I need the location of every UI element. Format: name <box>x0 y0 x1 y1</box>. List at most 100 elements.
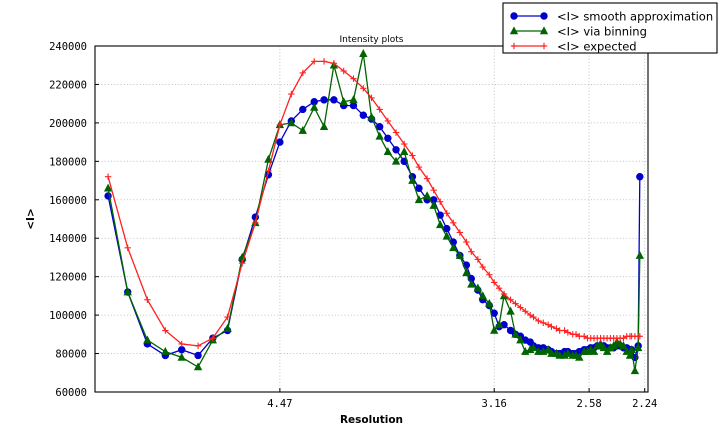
legend-label: <I> smooth approximation <box>557 10 713 24</box>
data-point-marker <box>178 346 186 354</box>
data-point-marker <box>516 335 525 344</box>
data-point-marker <box>490 325 499 334</box>
data-point-marker <box>575 352 584 361</box>
data-point-marker <box>143 335 152 344</box>
data-point-marker <box>506 326 515 335</box>
axes-frame <box>94 45 649 393</box>
data-point-marker <box>636 173 644 181</box>
data-point-marker <box>609 341 618 350</box>
legend-entry-2[interactable]: <I> expected <box>510 40 637 54</box>
data-point-marker <box>602 346 612 355</box>
x-tick-label: 2.24 <box>632 398 657 410</box>
y-tick-label: 200000 <box>49 118 87 130</box>
data-point-marker <box>429 200 438 209</box>
y-tick-label: 240000 <box>49 41 87 53</box>
y-axis-label: <I> <box>25 208 37 230</box>
y-tick-label: 140000 <box>49 233 87 245</box>
y-tick-label: 120000 <box>49 272 87 284</box>
data-point-marker <box>383 147 393 156</box>
data-point-marker <box>384 134 392 142</box>
series-line <box>107 60 640 347</box>
series-line <box>107 99 641 360</box>
plot-frame <box>94 45 649 393</box>
x-tick-label: 2.58 <box>576 398 601 410</box>
data-point-marker <box>264 154 273 163</box>
x-axis-label: Resolution <box>340 414 403 426</box>
y-tick-label: 100000 <box>49 310 87 322</box>
data-point-marker <box>634 343 643 352</box>
data-point-marker <box>177 352 186 361</box>
data-point-marker <box>375 131 384 140</box>
data-point-marker <box>599 343 609 352</box>
data-point-marker <box>319 122 329 131</box>
data-point-marker <box>287 118 296 127</box>
data-point-marker <box>223 323 232 332</box>
data-point-marker <box>408 175 417 184</box>
data-point-marker <box>449 243 458 252</box>
series-1 <box>103 49 644 375</box>
x-tick-label: 4.47 <box>267 398 292 410</box>
axis-labels: Intensity plots Resolution <I> <box>25 35 404 426</box>
series-0 <box>104 96 644 362</box>
data-point-marker <box>563 348 573 357</box>
data-point-marker <box>462 268 471 277</box>
data-point-marker <box>506 306 515 315</box>
legend-box <box>502 2 718 54</box>
data-point-marker <box>194 351 202 360</box>
data-point-marker <box>478 291 487 300</box>
legend-label: <I> expected <box>557 40 637 54</box>
legend-entry-0[interactable]: <I> smooth approximation <box>510 10 714 24</box>
data-point-marker <box>400 147 409 156</box>
data-point-marker <box>635 250 644 259</box>
data-point-marker <box>625 350 635 359</box>
data-point-marker <box>392 146 400 154</box>
data-point-marker <box>330 96 338 104</box>
legend-marker-sample <box>509 26 519 35</box>
data-point-marker <box>494 320 504 329</box>
data-point-marker <box>596 339 605 348</box>
data-point-marker <box>436 220 445 229</box>
chart-title: Intensity plots <box>340 35 404 45</box>
data-point-marker <box>467 279 476 288</box>
y-tick-label: 60000 <box>55 387 87 399</box>
series-2 <box>104 58 644 350</box>
data-point-marker <box>161 346 170 355</box>
y-tick-label: 80000 <box>55 349 87 361</box>
data-point-marker <box>619 341 628 350</box>
data-point-marker <box>391 156 401 165</box>
data-point-marker <box>193 362 203 371</box>
data-series-layer <box>103 49 644 375</box>
data-point-marker <box>422 191 432 200</box>
data-point-marker <box>339 97 348 106</box>
y-tick-label: 220000 <box>49 79 87 91</box>
y-tick-label: 180000 <box>49 156 87 168</box>
data-point-marker <box>320 96 328 104</box>
data-point-marker <box>103 183 113 192</box>
data-point-marker <box>123 287 132 296</box>
data-point-marker <box>367 112 376 121</box>
data-point-marker <box>473 283 483 292</box>
data-point-marker <box>310 102 319 111</box>
legend[interactable]: <I> smooth approximation<I> via binning<… <box>502 2 718 54</box>
y-tick-label: 160000 <box>49 195 87 207</box>
data-point-marker <box>529 343 538 352</box>
data-point-marker <box>349 95 358 104</box>
data-point-marker <box>544 345 553 354</box>
data-point-marker <box>359 49 368 57</box>
legend-entry-1[interactable]: <I> via binning <box>509 25 647 39</box>
legend-marker-sample <box>540 12 548 20</box>
data-point-marker <box>630 366 640 375</box>
axis-ticks: 60000 80000 100000 120000 140000 160000 180000… <box>49 41 657 410</box>
data-point-marker <box>298 125 307 134</box>
data-point-marker <box>349 101 358 110</box>
legend-label: <I> via binning <box>557 25 647 39</box>
data-point-marker <box>414 195 424 204</box>
data-point-marker <box>627 345 636 354</box>
data-point-marker <box>299 105 307 114</box>
data-point-marker <box>455 250 465 259</box>
data-point-marker <box>442 231 451 240</box>
data-point-marker <box>511 329 520 338</box>
gridlines <box>95 45 648 392</box>
